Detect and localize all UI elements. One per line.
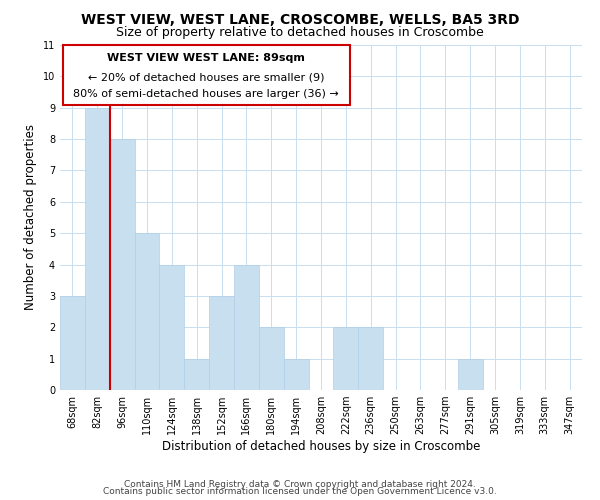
Text: ← 20% of detached houses are smaller (9): ← 20% of detached houses are smaller (9) xyxy=(88,73,325,83)
Bar xyxy=(209,296,234,390)
Bar xyxy=(358,328,383,390)
Bar xyxy=(134,233,160,390)
Bar xyxy=(85,108,110,390)
Text: Contains HM Land Registry data © Crown copyright and database right 2024.: Contains HM Land Registry data © Crown c… xyxy=(124,480,476,489)
Bar xyxy=(458,358,482,390)
FancyBboxPatch shape xyxy=(62,45,350,104)
Text: WEST VIEW, WEST LANE, CROSCOMBE, WELLS, BA5 3RD: WEST VIEW, WEST LANE, CROSCOMBE, WELLS, … xyxy=(81,12,519,26)
Bar xyxy=(160,264,184,390)
Text: Contains public sector information licensed under the Open Government Licence v3: Contains public sector information licen… xyxy=(103,487,497,496)
Text: WEST VIEW WEST LANE: 89sqm: WEST VIEW WEST LANE: 89sqm xyxy=(107,53,305,63)
X-axis label: Distribution of detached houses by size in Croscombe: Distribution of detached houses by size … xyxy=(162,440,480,453)
Bar xyxy=(184,358,209,390)
Text: Size of property relative to detached houses in Croscombe: Size of property relative to detached ho… xyxy=(116,26,484,39)
Bar xyxy=(110,139,134,390)
Bar xyxy=(284,358,308,390)
Bar xyxy=(234,264,259,390)
Bar xyxy=(60,296,85,390)
Y-axis label: Number of detached properties: Number of detached properties xyxy=(25,124,37,310)
Text: 80% of semi-detached houses are larger (36) →: 80% of semi-detached houses are larger (… xyxy=(73,89,339,99)
Bar xyxy=(259,328,284,390)
Bar xyxy=(334,328,358,390)
